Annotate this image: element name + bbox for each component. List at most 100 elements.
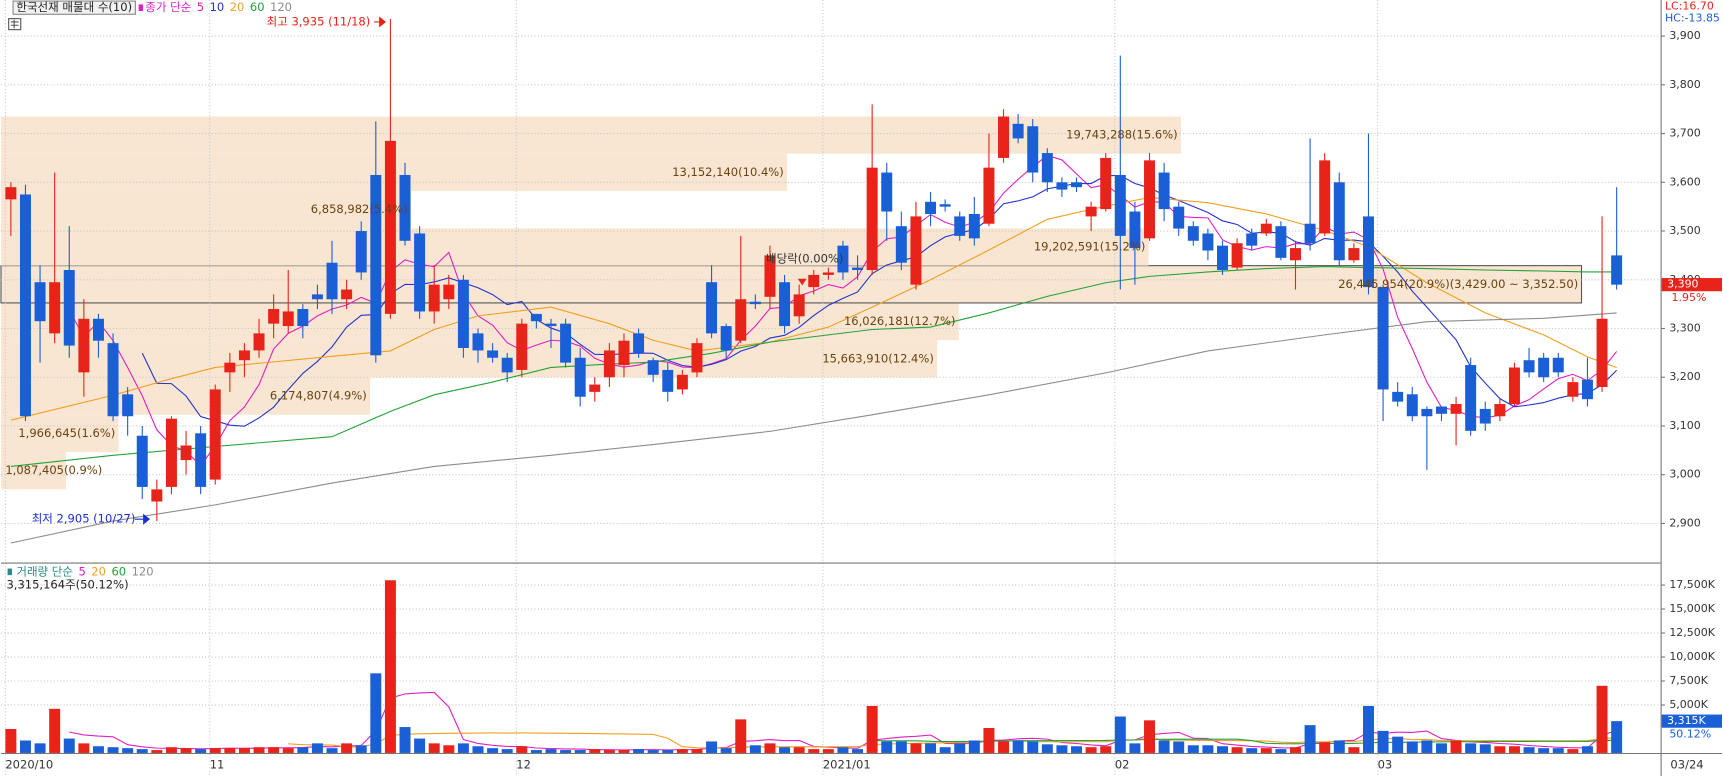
volume-summary: 3,315,164주(50.12%) bbox=[6, 578, 128, 592]
volume-bar bbox=[603, 750, 615, 753]
volume-bar bbox=[487, 748, 499, 753]
volume-bar bbox=[530, 750, 542, 753]
candle-body bbox=[384, 140, 396, 314]
profile-label: 1,966,645(1.6%) bbox=[18, 426, 115, 440]
candle-body bbox=[5, 187, 17, 200]
volume-tag bbox=[1661, 714, 1723, 728]
candle-body bbox=[1523, 360, 1535, 373]
volume-bar bbox=[1362, 705, 1374, 753]
volume-bar bbox=[268, 747, 280, 753]
volume-bar bbox=[1056, 745, 1068, 753]
candle-body bbox=[34, 282, 46, 322]
candle-body bbox=[881, 172, 893, 212]
volume-bar bbox=[516, 746, 528, 753]
ma-legend-item: 10 bbox=[210, 0, 225, 14]
lc-label: LC:16.70 bbox=[1665, 0, 1714, 13]
volume-bar bbox=[1567, 749, 1579, 753]
y-tick-label: 3,800 bbox=[1669, 78, 1700, 91]
candle-body bbox=[764, 255, 776, 297]
profile-label: 13,152,140(10.4%) bbox=[672, 165, 784, 179]
ma-legend-item: 60 bbox=[250, 0, 265, 14]
x-tick-label: 11 bbox=[210, 758, 225, 772]
candle-body bbox=[1056, 182, 1068, 190]
title-box[interactable] bbox=[12, 0, 136, 15]
candle-body bbox=[808, 274, 820, 288]
candle-body bbox=[749, 301, 761, 305]
candle-body bbox=[706, 282, 718, 334]
price-tag-label: 3,390 bbox=[1667, 278, 1698, 291]
y-tick-label: 3,500 bbox=[1669, 224, 1700, 237]
volume-bar bbox=[19, 740, 31, 753]
legend-swatch bbox=[138, 4, 144, 11]
volume-bar bbox=[574, 750, 586, 753]
candle-body bbox=[1552, 357, 1564, 373]
candle-body bbox=[1129, 211, 1141, 249]
high-arrow bbox=[374, 16, 387, 28]
volume-legend-item: 5 bbox=[78, 564, 85, 578]
volume-bar bbox=[341, 743, 353, 753]
candle-body bbox=[1567, 382, 1579, 397]
volume-bar bbox=[560, 750, 572, 753]
candle-body bbox=[472, 333, 484, 351]
volume-bar bbox=[282, 748, 294, 753]
candle-body bbox=[618, 340, 630, 366]
volume-bar bbox=[355, 745, 367, 753]
candle-body bbox=[1421, 408, 1433, 417]
volume-bar bbox=[1508, 746, 1520, 753]
volume-bar bbox=[1450, 740, 1462, 753]
volume-bar bbox=[1479, 744, 1491, 753]
y-tick-label: 3,700 bbox=[1669, 127, 1700, 140]
ma-legend-item: 120 bbox=[270, 0, 292, 14]
candle-body bbox=[311, 294, 323, 300]
candle-body bbox=[1275, 226, 1287, 258]
volume-bar bbox=[720, 748, 732, 753]
profile-label: 6,858,982(5.4%) bbox=[311, 202, 408, 216]
volume-bar bbox=[866, 705, 878, 753]
y-tick-label: 3,300 bbox=[1669, 322, 1700, 335]
volume-bar bbox=[1217, 746, 1228, 753]
volume-bar bbox=[1100, 746, 1112, 753]
volume-bar bbox=[1377, 730, 1389, 753]
volume-bar bbox=[1231, 747, 1243, 753]
volume-bar bbox=[691, 749, 703, 753]
candle-body bbox=[939, 204, 951, 207]
volume-tick-label: 7,500K bbox=[1669, 674, 1708, 687]
volume-bar bbox=[633, 749, 645, 753]
x-tick-label: 2021/01 bbox=[823, 758, 871, 772]
volume-bar bbox=[1129, 743, 1141, 753]
candle-body bbox=[282, 311, 294, 327]
chart-title: 한국선재 매물대 수(10) bbox=[16, 0, 132, 14]
candle-body bbox=[1479, 408, 1491, 424]
hc-label: HC:-13.85 bbox=[1665, 12, 1720, 25]
volume-bar bbox=[1406, 741, 1418, 753]
candle-body bbox=[1012, 123, 1024, 139]
volume-bar bbox=[1552, 748, 1564, 753]
volume-bar bbox=[852, 749, 864, 753]
candle-body bbox=[1217, 245, 1228, 271]
candle-body bbox=[691, 343, 703, 373]
candle-body bbox=[1260, 223, 1272, 234]
volume-bar bbox=[414, 738, 426, 753]
volume-bar bbox=[370, 673, 382, 753]
volume-tick-label: 5,000K bbox=[1669, 698, 1708, 711]
candle-body bbox=[63, 270, 75, 346]
volume-bar bbox=[1538, 748, 1550, 753]
volume-bar bbox=[968, 740, 980, 753]
volume-bar bbox=[998, 741, 1010, 753]
high-label: 최고 3,935 (11/18) bbox=[267, 14, 371, 28]
candle-body bbox=[1027, 126, 1039, 173]
candle-body bbox=[1596, 318, 1608, 387]
candle-body bbox=[399, 174, 411, 241]
volume-bar bbox=[1392, 736, 1404, 753]
candle-body bbox=[779, 282, 791, 327]
candle-body bbox=[1465, 365, 1477, 431]
volume-bar bbox=[1333, 740, 1345, 753]
volume-ma-line bbox=[872, 738, 1617, 745]
volume-bar bbox=[822, 749, 834, 753]
candle-body bbox=[910, 216, 922, 285]
candle-body bbox=[165, 418, 177, 487]
candle-body bbox=[530, 313, 542, 322]
candle-body bbox=[676, 374, 688, 390]
candle-body bbox=[1377, 287, 1389, 390]
